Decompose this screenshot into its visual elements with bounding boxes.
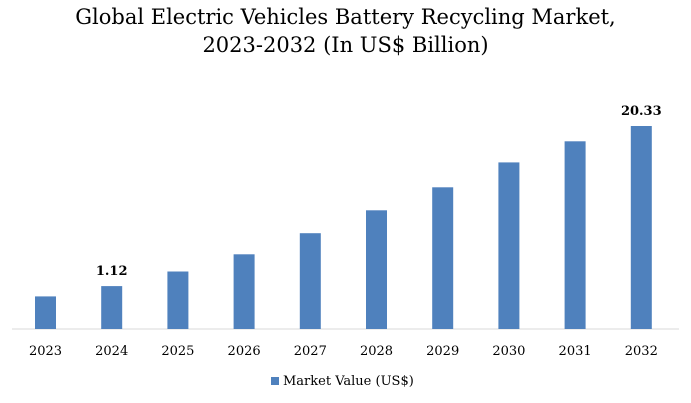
bar-2024: [101, 286, 123, 329]
x-tick-2029: 2029: [426, 344, 459, 359]
x-tick-2025: 2025: [161, 344, 194, 359]
x-tick-2031: 2031: [559, 344, 592, 359]
data-labels: 1.12 20.33: [96, 104, 662, 279]
legend-label: Market Value (US$): [283, 374, 414, 389]
bar-2027: [299, 233, 321, 329]
chart-title: Global Electric Vehicles Battery Recycli…: [0, 3, 691, 59]
chart-title-line-1: Global Electric Vehicles Battery Recycli…: [75, 5, 616, 29]
bar-2028: [366, 210, 387, 329]
x-tick-2032: 2032: [625, 344, 658, 359]
legend-swatch: [271, 377, 279, 385]
x-tick-2030: 2030: [492, 344, 525, 359]
bar-2026: [233, 254, 255, 329]
bar-2025: [167, 271, 189, 329]
x-tick-labels: 2023 2024 2025 2026 2027 2028 2029 2030 2031 2032: [29, 344, 658, 359]
data-label-2032: 20.33: [621, 104, 662, 119]
x-tick-2024: 2024: [95, 344, 128, 359]
bar-2023: [35, 296, 56, 329]
data-label-2024: 1.12: [96, 264, 128, 279]
legend: Market Value (US$): [271, 374, 414, 389]
bar-2030: [498, 162, 520, 329]
bar-2031: [564, 141, 586, 329]
bars-group: [35, 126, 652, 329]
x-tick-2027: 2027: [294, 344, 327, 359]
chart-title-line-2: 2023-2032 (In US$ Billion): [202, 33, 489, 57]
x-tick-2023: 2023: [29, 344, 62, 359]
x-tick-2028: 2028: [360, 344, 393, 359]
bar-2029: [432, 187, 454, 329]
bar-2032: [630, 126, 652, 329]
x-tick-2026: 2026: [228, 344, 261, 359]
